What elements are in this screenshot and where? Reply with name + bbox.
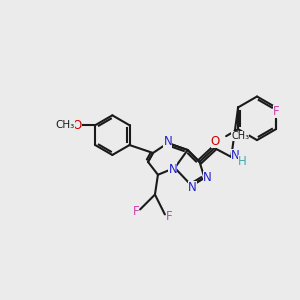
Text: H: H	[238, 155, 247, 168]
Text: O: O	[73, 119, 82, 132]
Text: F: F	[166, 210, 172, 223]
Text: CH₃: CH₃	[231, 131, 249, 141]
Text: F: F	[273, 105, 279, 118]
Text: O: O	[211, 135, 220, 148]
Text: N: N	[231, 149, 240, 162]
Text: N: N	[164, 135, 172, 148]
Text: CH₃: CH₃	[56, 120, 75, 130]
Text: N: N	[188, 181, 197, 194]
Text: N: N	[203, 171, 212, 184]
Text: F: F	[133, 205, 140, 218]
Text: N: N	[168, 163, 177, 176]
